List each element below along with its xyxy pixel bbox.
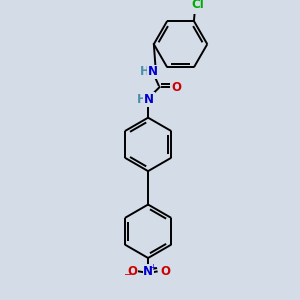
Text: O: O bbox=[172, 81, 182, 94]
Text: N: N bbox=[143, 265, 153, 278]
Text: H: H bbox=[140, 65, 150, 78]
Text: N: N bbox=[144, 93, 154, 106]
Text: H: H bbox=[136, 93, 146, 106]
Text: Cl: Cl bbox=[191, 0, 204, 11]
Text: +: + bbox=[149, 263, 156, 272]
Text: −: − bbox=[124, 270, 132, 280]
Text: N: N bbox=[148, 65, 158, 78]
Text: O: O bbox=[160, 265, 170, 278]
Text: O: O bbox=[128, 265, 138, 278]
